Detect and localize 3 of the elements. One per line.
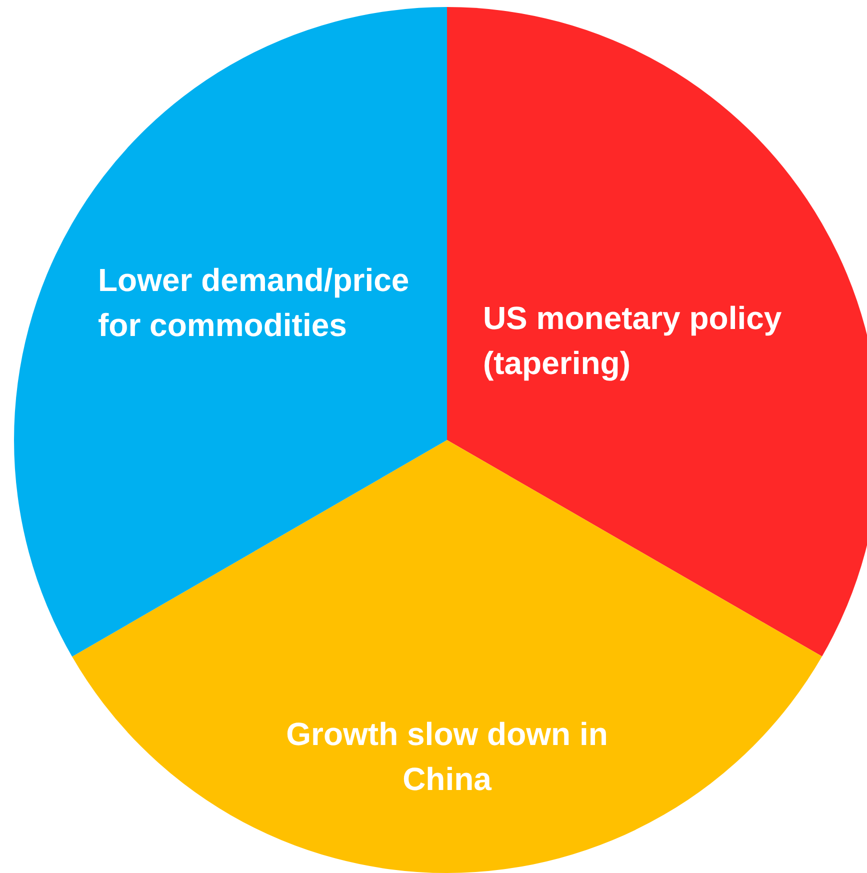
slice-label: Lower demand/price for commodities	[98, 262, 410, 343]
slice-label: Growth slow down in China	[286, 716, 608, 797]
slice-label: US monetary policy (tapering)	[482, 300, 782, 381]
